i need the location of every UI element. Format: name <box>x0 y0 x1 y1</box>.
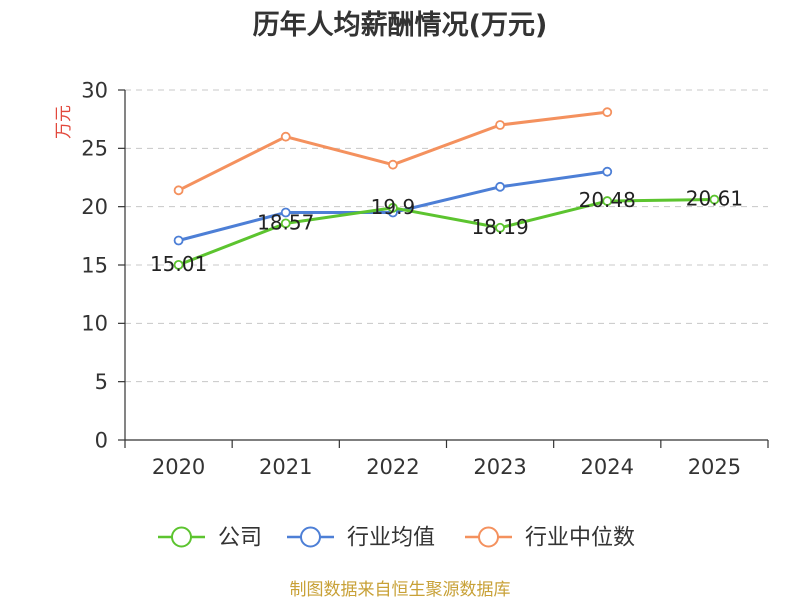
data-point-industry-median <box>173 185 184 196</box>
x-tick-label: 2021 <box>259 455 312 479</box>
x-tick-label: 2023 <box>473 455 526 479</box>
y-axis-unit-label: 万元 <box>54 105 74 139</box>
x-tick-label: 2025 <box>688 455 741 479</box>
data-point-industry-average <box>280 207 291 218</box>
x-tick-label: 2022 <box>366 455 419 479</box>
series-group <box>173 107 720 270</box>
y-tick-label: 10 <box>81 312 108 336</box>
data-label-company: 15.01 <box>150 252 207 276</box>
y-tick-label: 20 <box>81 195 108 219</box>
series-industry-median <box>173 107 613 196</box>
legend-circle-icon <box>300 526 321 548</box>
y-tick-label: 0 <box>95 428 108 452</box>
data-point-industry-average <box>173 235 184 246</box>
y-tick-label: 5 <box>95 370 108 394</box>
y-tick-label: 25 <box>81 137 108 161</box>
data-point-company <box>495 222 505 233</box>
legend-circle-icon <box>478 526 499 548</box>
x-tick-label: 2020 <box>152 455 205 479</box>
data-point-company <box>602 196 613 206</box>
y-axis-ticks: 0 5 10 15 20 25 30 <box>81 78 125 452</box>
legend: 公司 行业均值 行业中位数 <box>158 526 635 551</box>
y-tick-label: 15 <box>81 253 108 277</box>
legend-circle-icon <box>171 526 192 548</box>
data-point-industry-median <box>602 107 613 118</box>
gridlines <box>125 89 768 383</box>
data-point-industry-median <box>388 159 398 170</box>
data-label-company: 20.61 <box>686 187 743 211</box>
legend-label: 行业中位数 <box>525 526 635 551</box>
data-label-company: 20.48 <box>579 188 636 212</box>
data-point-industry-median <box>280 131 291 142</box>
x-tick-label: 2024 <box>581 455 634 479</box>
legend-item-industry-average[interactable]: 行业均值 <box>287 526 435 551</box>
legend-label: 公司 <box>218 526 262 551</box>
legend-label: 行业均值 <box>347 526 435 551</box>
data-point-company <box>280 218 291 229</box>
legend-item-industry-median[interactable]: 行业中位数 <box>465 526 635 551</box>
data-label-company: 19.9 <box>371 195 416 219</box>
data-point-company <box>388 202 398 213</box>
data-point-company <box>709 194 720 205</box>
x-axis-ticks: 2020 2021 2022 2023 2024 2025 <box>124 440 769 479</box>
data-labels: 15.01 18.57 19.9 18.19 20.48 20.61 <box>150 187 743 276</box>
data-point-industry-average <box>495 181 505 192</box>
series-line-industry-median <box>177 110 609 192</box>
series-company <box>173 194 720 270</box>
source-note: 制图数据来自恒生聚源数据库 <box>290 580 511 600</box>
data-point-industry-median <box>495 120 505 130</box>
data-label-company: 18.19 <box>471 215 528 239</box>
data-label-company: 18.57 <box>257 210 314 234</box>
data-point-industry-average <box>602 166 613 177</box>
legend-item-company[interactable]: 公司 <box>158 526 262 551</box>
series-line-company <box>177 198 716 267</box>
chart-title: 历年人均薪酬情况(万元) <box>253 9 548 41</box>
y-tick-label: 30 <box>81 78 108 102</box>
data-point-company <box>173 259 184 270</box>
